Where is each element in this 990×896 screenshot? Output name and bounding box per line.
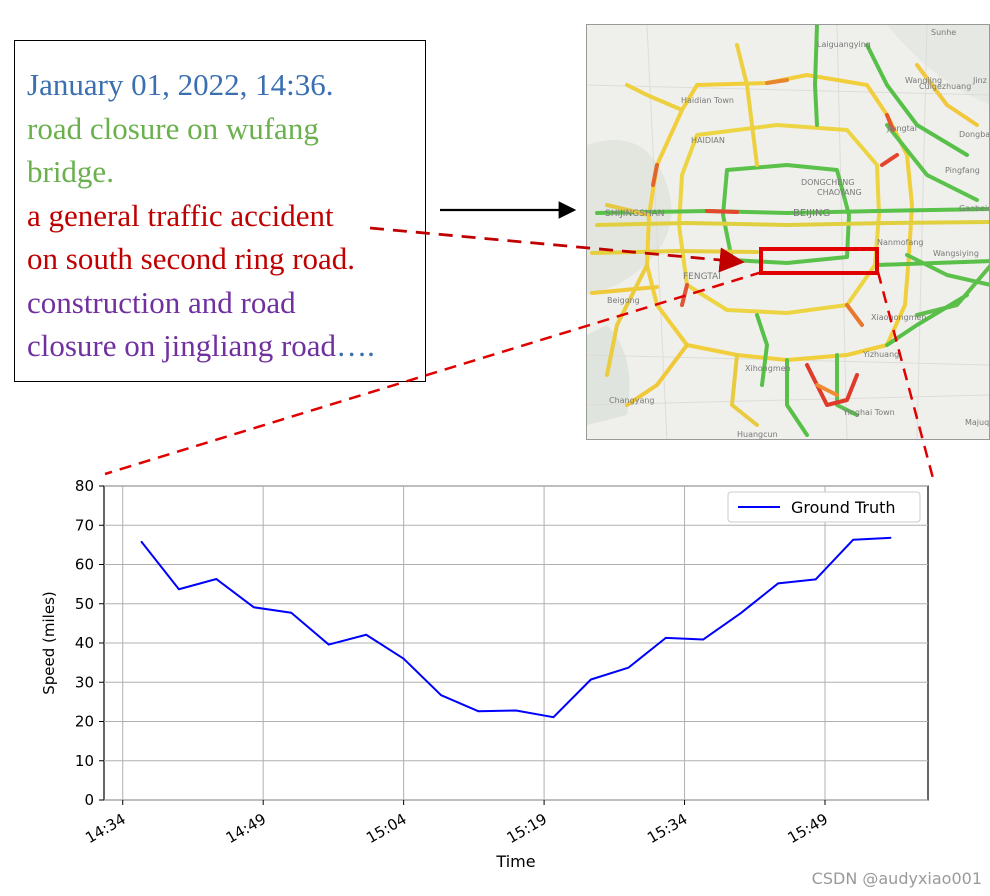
y-tick-label: 50 bbox=[75, 595, 94, 613]
data-point bbox=[140, 540, 143, 543]
data-point bbox=[365, 633, 368, 636]
map-label-yinghai-town: Yinghai Town bbox=[842, 408, 895, 417]
incident-line-red-2: on south second ring road. bbox=[27, 241, 356, 276]
x-axis-ticks: 14:34 14:49 15:04 15:19 15:34 15:49 bbox=[82, 800, 831, 847]
data-point bbox=[178, 588, 180, 591]
incident-line-green-2: bridge. bbox=[27, 154, 114, 189]
map-label-wangsiying: Wangsiying bbox=[933, 249, 979, 258]
incident-line-green-1: road closure on wufang bbox=[27, 110, 319, 146]
data-point bbox=[739, 612, 742, 615]
data-point bbox=[440, 694, 442, 697]
map-canvas: Sunhe Laiguangying Jinz Wangjing Haidian… bbox=[587, 25, 990, 439]
map-label-gaobeidian: Gaobeidian bbox=[959, 204, 990, 213]
data-point bbox=[889, 536, 892, 539]
map-label-haidian-town: Haidian Town bbox=[681, 96, 734, 105]
data-point bbox=[477, 710, 480, 713]
data-point bbox=[515, 709, 517, 712]
legend-label: Ground Truth bbox=[791, 498, 896, 517]
map-label-changyang: Changyang bbox=[609, 396, 655, 405]
map-label-haidian: HAIDIAN bbox=[691, 136, 725, 145]
incident-line-purple-1: construction and road bbox=[27, 284, 296, 320]
map-label-huangcun: Huangcun bbox=[737, 430, 778, 439]
map-label-yizhuang: Yizhuang bbox=[862, 350, 899, 359]
map-label-jinzhan: Jinz bbox=[972, 76, 987, 85]
x-tick-label: 15:49 bbox=[785, 810, 831, 847]
y-tick-label: 10 bbox=[75, 752, 94, 770]
map-label-pingfang: Pingfang bbox=[945, 166, 980, 175]
map-label-cuigezhuang: Cuigezhuang bbox=[919, 82, 971, 91]
map-label-xihongmen: Xihongmen bbox=[745, 364, 791, 373]
incident-line-purple-2-text: closure on jingliang road bbox=[27, 328, 337, 363]
incident-date: January 01, 2022, 14:36. bbox=[27, 67, 334, 102]
data-point bbox=[814, 578, 817, 581]
incident-text-box: January 01, 2022, 14:36. road closure on… bbox=[14, 40, 426, 382]
data-point bbox=[702, 638, 705, 641]
map-label-nanmofang: Nanmofang bbox=[877, 238, 924, 247]
incident-line-red-1: a general traffic accident bbox=[27, 197, 334, 233]
y-tick-label: 0 bbox=[84, 791, 94, 809]
map-label-fengtai: FENGTAI bbox=[683, 272, 721, 282]
data-point bbox=[627, 666, 630, 669]
legend: Ground Truth bbox=[727, 491, 921, 523]
x-tick-label: 14:34 bbox=[82, 810, 128, 847]
watermark: CSDN @audyxiao001 bbox=[811, 869, 982, 888]
data-point bbox=[327, 643, 330, 646]
map-label-laiguangying: Laiguangying bbox=[817, 40, 871, 49]
map-label-wangjing: Wangjing bbox=[905, 76, 942, 85]
highlight-box bbox=[759, 247, 879, 275]
incident-line-purple-2: closure on jingliang road…. bbox=[27, 324, 425, 368]
data-point bbox=[290, 611, 293, 614]
map-label-majuqiao: Majuq bbox=[965, 418, 989, 427]
data-point bbox=[777, 582, 780, 585]
map-label-jiangtai: Jiangtai bbox=[886, 124, 917, 133]
y-tick-label: 70 bbox=[75, 516, 94, 534]
y-axis-ticks: 0 10 20 30 40 50 60 70 80 bbox=[75, 477, 104, 809]
x-tick-label: 14:49 bbox=[223, 810, 269, 847]
data-point bbox=[852, 538, 854, 541]
x-tick-label: 15:19 bbox=[504, 810, 550, 847]
y-tick-label: 40 bbox=[75, 634, 94, 652]
speed-chart: 0 10 20 30 40 50 60 70 80 14:34 14:49 15:04 15:19 15… bbox=[40, 477, 929, 871]
data-point bbox=[252, 606, 255, 609]
incident-line-ellipsis: …. bbox=[336, 328, 375, 363]
y-tick-label: 60 bbox=[75, 556, 94, 574]
data-point bbox=[590, 678, 592, 681]
map-label-dongcheng: DONGCHENG bbox=[801, 178, 854, 187]
map-label-shijingshan: SHIJINGSHAN bbox=[605, 209, 665, 219]
traffic-map: Sunhe Laiguangying Jinz Wangjing Haidian… bbox=[586, 24, 990, 440]
data-point bbox=[402, 657, 405, 660]
map-label-sunhe: Sunhe bbox=[931, 28, 956, 37]
legend-box bbox=[727, 491, 921, 523]
y-axis-label: Speed (miles) bbox=[40, 591, 58, 694]
y-tick-label: 80 bbox=[75, 477, 94, 495]
grid bbox=[104, 485, 928, 801]
y-tick-label: 20 bbox=[75, 713, 94, 731]
map-label-dongba: Dongba bbox=[959, 130, 990, 139]
map-label-chaoyang: CHAOYANG bbox=[817, 188, 862, 197]
data-point bbox=[215, 578, 218, 580]
y-tick-label: 30 bbox=[75, 673, 94, 691]
series-layer bbox=[140, 536, 892, 719]
x-tick-label: 15:04 bbox=[363, 810, 409, 847]
map-label-beigong: Beigong bbox=[607, 296, 640, 305]
map-label-beijing: BEIJING bbox=[793, 208, 830, 219]
data-point bbox=[552, 716, 555, 719]
x-tick-label: 15:34 bbox=[644, 810, 690, 847]
map-label-xiaohongmen: Xiaohongmen bbox=[871, 313, 926, 322]
data-point bbox=[664, 636, 667, 639]
x-axis-label: Time bbox=[495, 852, 535, 871]
